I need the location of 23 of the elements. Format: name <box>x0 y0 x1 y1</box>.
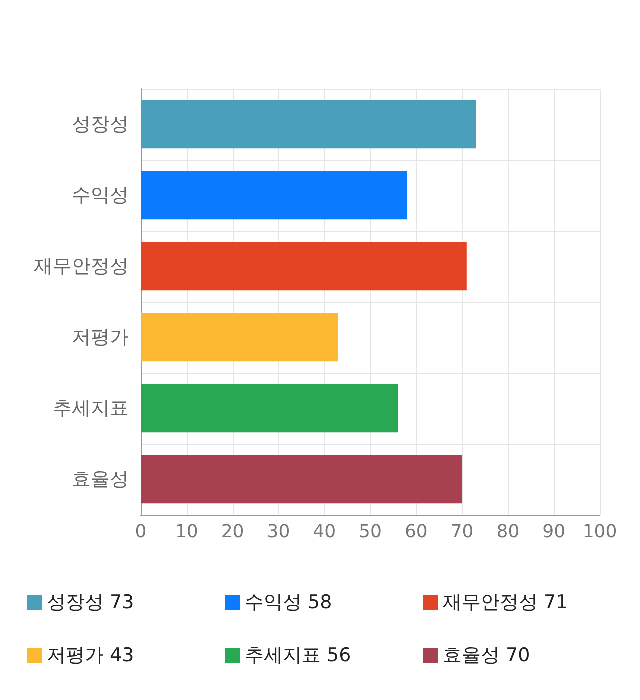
legend-label: 추세지표 56 <box>245 644 352 666</box>
y-tick-label: 수익성 <box>72 184 129 206</box>
y-tick-label: 성장성 <box>72 114 129 136</box>
legend-label: 수익성 58 <box>245 592 332 614</box>
y-tick-label: 저평가 <box>72 326 129 348</box>
y-tick-label: 재무안정성 <box>34 256 129 278</box>
x-tick-label: 30 <box>267 522 290 542</box>
x-tick-label: 0 <box>135 522 147 542</box>
x-tick-label: 60 <box>404 522 428 542</box>
y-tick-label: 추세지표 <box>53 398 129 420</box>
x-tick-label: 10 <box>175 522 198 542</box>
x-tick-label: 90 <box>542 522 566 542</box>
x-tick-label: 20 <box>221 522 244 542</box>
legend-label: 재무안정성 71 <box>443 592 568 614</box>
x-tick-label: 80 <box>496 522 520 542</box>
x-tick-label: 50 <box>359 522 382 542</box>
legend-label: 성장성 73 <box>47 592 134 614</box>
legend-label: 효율성 70 <box>443 644 530 666</box>
y-tick-label: 효율성 <box>72 468 129 490</box>
x-tick-label: 100 <box>582 522 618 542</box>
x-tick-label: 40 <box>313 522 336 542</box>
legend-label: 저평가 43 <box>47 644 134 666</box>
x-tick-label: 70 <box>450 522 474 542</box>
